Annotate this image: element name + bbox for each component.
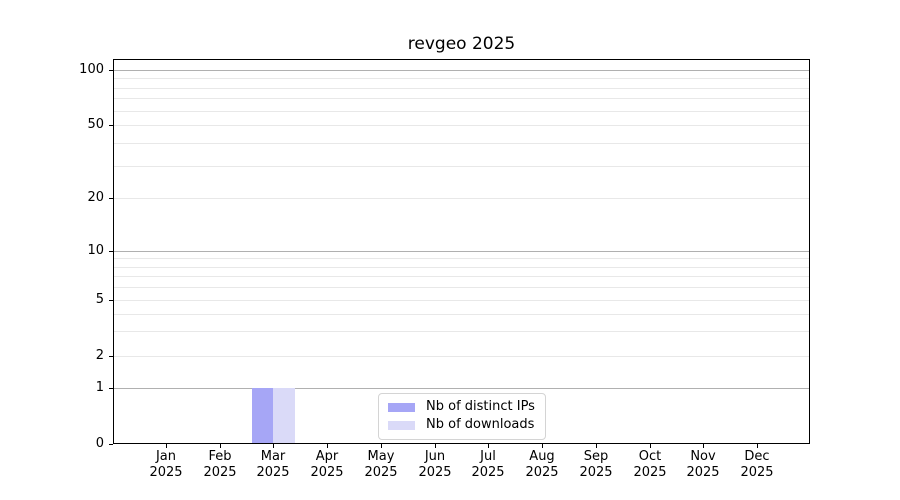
x-tick-label: Dec 2025 [722, 449, 792, 481]
chart-title: revgeo 2025 [407, 34, 516, 54]
x-tick-year: 2025 [418, 465, 452, 480]
x-tick-mark [542, 444, 543, 448]
x-tick-label: Feb 2025 [185, 449, 255, 481]
legend-row: Nb of distinct IPs [388, 399, 535, 415]
x-tick-label: Oct 2025 [615, 449, 685, 481]
legend: Nb of distinct IPs Nb of downloads [378, 393, 546, 440]
minor-gridline [113, 98, 810, 99]
minor-gridline [113, 287, 810, 288]
x-tick-label: May 2025 [346, 449, 416, 481]
x-tick-label: Jun 2025 [400, 449, 470, 481]
minor-gridline [113, 166, 810, 167]
bar-nb-of-distinct-ips-mar [251, 388, 274, 444]
y-tick-mark [109, 300, 113, 301]
minor-gridline [113, 125, 810, 126]
minor-gridline [113, 78, 810, 79]
minor-gridline [113, 143, 810, 144]
y-tick-mark [109, 251, 113, 252]
major-gridline [113, 70, 810, 71]
y-tick-label: 20 [87, 190, 104, 205]
y-tick-mark [109, 198, 113, 199]
x-tick-year: 2025 [364, 465, 398, 480]
y-tick-label: 50 [87, 117, 104, 132]
legend-swatch [388, 402, 415, 412]
x-tick-year: 2025 [525, 465, 559, 480]
x-tick-mark [703, 444, 704, 448]
x-tick-month: Sep [583, 449, 609, 464]
x-tick-year: 2025 [471, 465, 505, 480]
x-tick-mark [757, 444, 758, 448]
x-tick-mark [435, 444, 436, 448]
y-tick-label: 10 [87, 243, 104, 258]
x-tick-year: 2025 [310, 465, 344, 480]
x-tick-mark [488, 444, 489, 448]
y-tick-mark [109, 125, 113, 126]
x-tick-mark [220, 444, 221, 448]
y-tick-label: 1 [95, 380, 104, 395]
y-tick-label: 0 [95, 436, 104, 451]
x-tick-year: 2025 [203, 465, 237, 480]
x-tick-mark [327, 444, 328, 448]
x-tick-month: Apr [315, 449, 339, 464]
x-tick-month: Oct [638, 449, 662, 464]
x-tick-month: Aug [529, 449, 555, 464]
plot-area: Nb of distinct IPs Nb of downloads [113, 59, 810, 444]
x-tick-year: 2025 [686, 465, 720, 480]
minor-gridline [113, 198, 810, 199]
minor-gridline [113, 111, 810, 112]
x-tick-month: May [367, 449, 395, 464]
x-tick-mark [596, 444, 597, 448]
y-tick-label: 5 [95, 292, 104, 307]
x-tick-label: Nov 2025 [668, 449, 738, 481]
x-tick-label: Aug 2025 [507, 449, 577, 481]
x-tick-month: Dec [744, 449, 770, 464]
minor-gridline [113, 258, 810, 259]
x-tick-year: 2025 [149, 465, 183, 480]
legend-row: Nb of downloads [388, 417, 535, 433]
minor-gridline [113, 356, 810, 357]
x-tick-month: Jul [480, 449, 496, 464]
x-tick-year: 2025 [740, 465, 774, 480]
minor-gridline [113, 300, 810, 301]
legend-label: Nb of downloads [426, 417, 535, 432]
minor-gridline [113, 88, 810, 89]
minor-gridline [113, 267, 810, 268]
x-tick-mark [381, 444, 382, 448]
bar-nb-of-downloads-mar [273, 388, 295, 444]
major-gridline [113, 388, 810, 389]
x-tick-year: 2025 [633, 465, 667, 480]
x-tick-month: Mar [260, 449, 286, 464]
x-tick-month: Nov [690, 449, 716, 464]
x-tick-label: Apr 2025 [292, 449, 362, 481]
x-tick-year: 2025 [256, 465, 290, 480]
x-tick-mark [273, 444, 274, 448]
legend-swatch [388, 420, 415, 430]
x-tick-label: Sep 2025 [561, 449, 631, 481]
x-tick-month: Feb [208, 449, 232, 464]
x-tick-label: Jul 2025 [453, 449, 523, 481]
x-tick-mark [650, 444, 651, 448]
legend-label: Nb of distinct IPs [426, 399, 535, 414]
x-tick-mark [166, 444, 167, 448]
y-tick-mark [109, 388, 113, 389]
y-tick-label: 2 [95, 348, 104, 363]
x-tick-year: 2025 [579, 465, 613, 480]
x-tick-label: Mar 2025 [238, 449, 308, 481]
y-tick-mark [109, 70, 113, 71]
x-tick-month: Jun [424, 449, 446, 464]
major-gridline [113, 251, 810, 252]
y-tick-label: 100 [79, 62, 104, 77]
minor-gridline [113, 314, 810, 315]
x-tick-label: Jan 2025 [131, 449, 201, 481]
y-tick-mark [109, 356, 113, 357]
minor-gridline [113, 331, 810, 332]
minor-gridline [113, 276, 810, 277]
x-tick-month: Jan [155, 449, 177, 464]
y-tick-mark [109, 444, 113, 445]
